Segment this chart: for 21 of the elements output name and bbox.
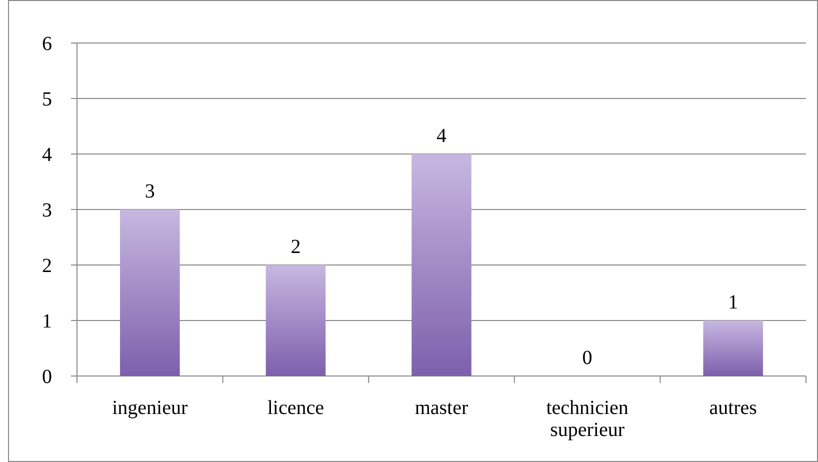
x-tick-label: master [414,397,468,419]
x-tick-label: technicien superieur [546,397,628,441]
x-tick-label: licence [267,397,324,419]
data-label: 4 [436,125,446,147]
data-label: 3 [144,180,155,202]
y-tick-label: 5 [42,88,52,110]
x-tick-label: ingenieur [112,397,188,419]
y-tick-label: 3 [42,200,52,222]
data-label: 2 [290,236,301,258]
y-tick-label: 1 [42,310,52,332]
data-label: 0 [582,347,592,369]
bar [412,154,472,376]
y-tick-label: 0 [42,366,52,388]
y-tick-label: 4 [42,144,52,166]
bar [266,265,326,376]
y-tick-label: 6 [42,33,52,55]
x-tick-label: autres [709,397,758,419]
data-label: 1 [728,292,738,314]
bar [120,210,180,376]
bar [703,320,763,376]
y-tick-label: 2 [42,255,52,277]
